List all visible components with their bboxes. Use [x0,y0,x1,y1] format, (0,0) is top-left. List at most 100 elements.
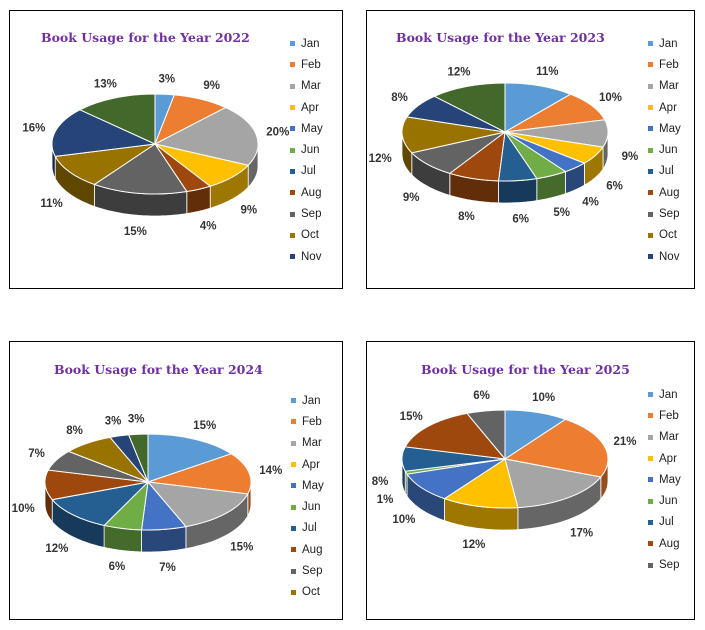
legend-item-may: May [291,475,324,496]
data-label: 10% [599,92,622,104]
pie-slice-feb [503,418,609,478]
legend-item-aug: Aug [290,182,323,203]
pie-chart: 3% 9% 20% 9% 4% 15% 11% 16% 13% [22,73,289,238]
pie-side-jul [498,178,538,204]
legend-swatch [648,62,653,68]
pie-slice-mar [153,106,259,166]
legend-item-sep: Sep [290,203,323,224]
legend-swatch [648,477,653,483]
legend-swatch [648,126,653,132]
legend-swatch [648,392,653,398]
data-label: 7% [28,448,45,460]
legend-label: May [659,122,681,135]
chart-legend: Jan Feb Mar Apr May Jun Jul Aug Sep [648,384,681,576]
pie-slice-sep [466,409,506,461]
legend-swatch [648,105,653,111]
legend-item-jan: Jan [648,33,681,54]
pie-slice-mar [504,458,602,509]
data-label: 21% [613,436,636,448]
legend-item-nov: Nov [290,246,323,267]
pie-slice-jan [504,82,572,133]
chart-legend: Jan Feb Mar Apr May Jun Jul Aug Sep Oct [291,390,324,603]
legend-swatch [648,254,653,260]
data-label: 12% [447,67,470,79]
legend-swatch [648,211,653,217]
legend-item-apr: Apr [648,97,681,118]
data-label: 15% [400,411,423,423]
legend-swatch [291,504,296,510]
legend-item-jun: Jun [648,490,681,511]
legend-item-mar: Mar [648,76,681,97]
legend-swatch [291,568,296,574]
legend-swatch [290,126,295,132]
data-label: 3% [128,413,145,425]
legend-swatch [291,547,296,553]
chart-panel-2024: Book Usage for the Year 2024 15% 14% 15% 7%… [9,341,343,620]
legend-label: Jul [301,165,316,178]
legend-label: Nov [659,250,680,263]
legend-label: Jun [302,501,321,514]
data-label: 7% [159,562,176,574]
chart-panel-2022: Book Usage for the Year 2022 3% 9% 20% 9% 4%… [9,10,343,289]
data-label: 3% [105,416,122,428]
legend-item-aug: Aug [648,182,681,203]
legend-swatch [648,147,653,153]
chart-legend: Jan Feb Mar Apr May Jun Jul Aug Sep Oct Nov [648,33,681,267]
legend-swatch [290,211,295,217]
pie-slice-mar [146,481,249,528]
pie-slice-oct [54,143,156,186]
legend-swatch [648,232,653,238]
data-label: 9% [203,80,220,92]
legend-item-jan: Jan [290,33,323,54]
legend-swatch [290,41,295,47]
pie-slice-dec [127,433,149,483]
legend-item-jun: Jun [648,139,681,160]
legend-item-feb: Feb [290,54,323,75]
legend-label: Aug [659,537,680,550]
data-label: 9% [240,205,257,217]
legend-label: Sep [301,208,322,221]
legend-label: Sep [302,565,323,578]
legend-item-feb: Feb [648,405,681,426]
legend-label: Apr [301,101,319,114]
legend-item-sep: Sep [648,554,681,575]
legend-label: Feb [659,409,679,422]
pie-slice-dec [78,93,156,145]
legend-item-jan: Jan [291,390,324,411]
legend-label: Mar [301,80,321,93]
legend-label: Jun [301,144,320,157]
legend-item-apr: Apr [648,448,681,469]
pie-slice-dec [433,82,506,133]
data-label: 5% [553,207,570,219]
legend-item-apr: Apr [290,97,323,118]
legend-label: Jan [301,37,320,50]
chart-legend: Jan Feb Mar Apr May Jun Jul Aug Sep Oct Nov [290,33,323,267]
pie-slice-nov [51,109,157,157]
legend-label: Mar [659,431,679,444]
legend-label: Apr [659,452,677,465]
legend-swatch [290,83,295,89]
data-label: 8% [372,476,389,488]
data-label: 4% [200,221,217,233]
data-label: 6% [606,180,623,192]
legend-swatch [290,147,295,153]
legend-label: May [659,473,681,486]
pie-slice-jul [51,481,150,526]
data-label: 6% [109,561,126,573]
legend-label: Jul [659,516,674,529]
legend-item-oct: Oct [291,582,324,603]
data-label: 14% [259,465,282,477]
chart-title: Book Usage for the Year 2023 [396,30,605,45]
legend-label: Oct [301,229,319,242]
legend-swatch [648,562,653,568]
legend-label: Jan [302,394,321,407]
pie-chart: 10% 21% 17% 12% 10% 1% 8% 15% 6% [372,390,637,551]
chart-title: Book Usage for the Year 2025 [421,362,630,377]
legend-item-mar: Mar [648,427,681,448]
legend-label: May [301,122,323,135]
legend-swatch [648,413,653,419]
data-label: 12% [462,539,485,551]
pie-chart: 15% 14% 15% 7% 6% 12% 10% 7% 8% 3% 3% [12,413,283,574]
legend-label: Jan [659,37,678,50]
legend-swatch [648,168,653,174]
